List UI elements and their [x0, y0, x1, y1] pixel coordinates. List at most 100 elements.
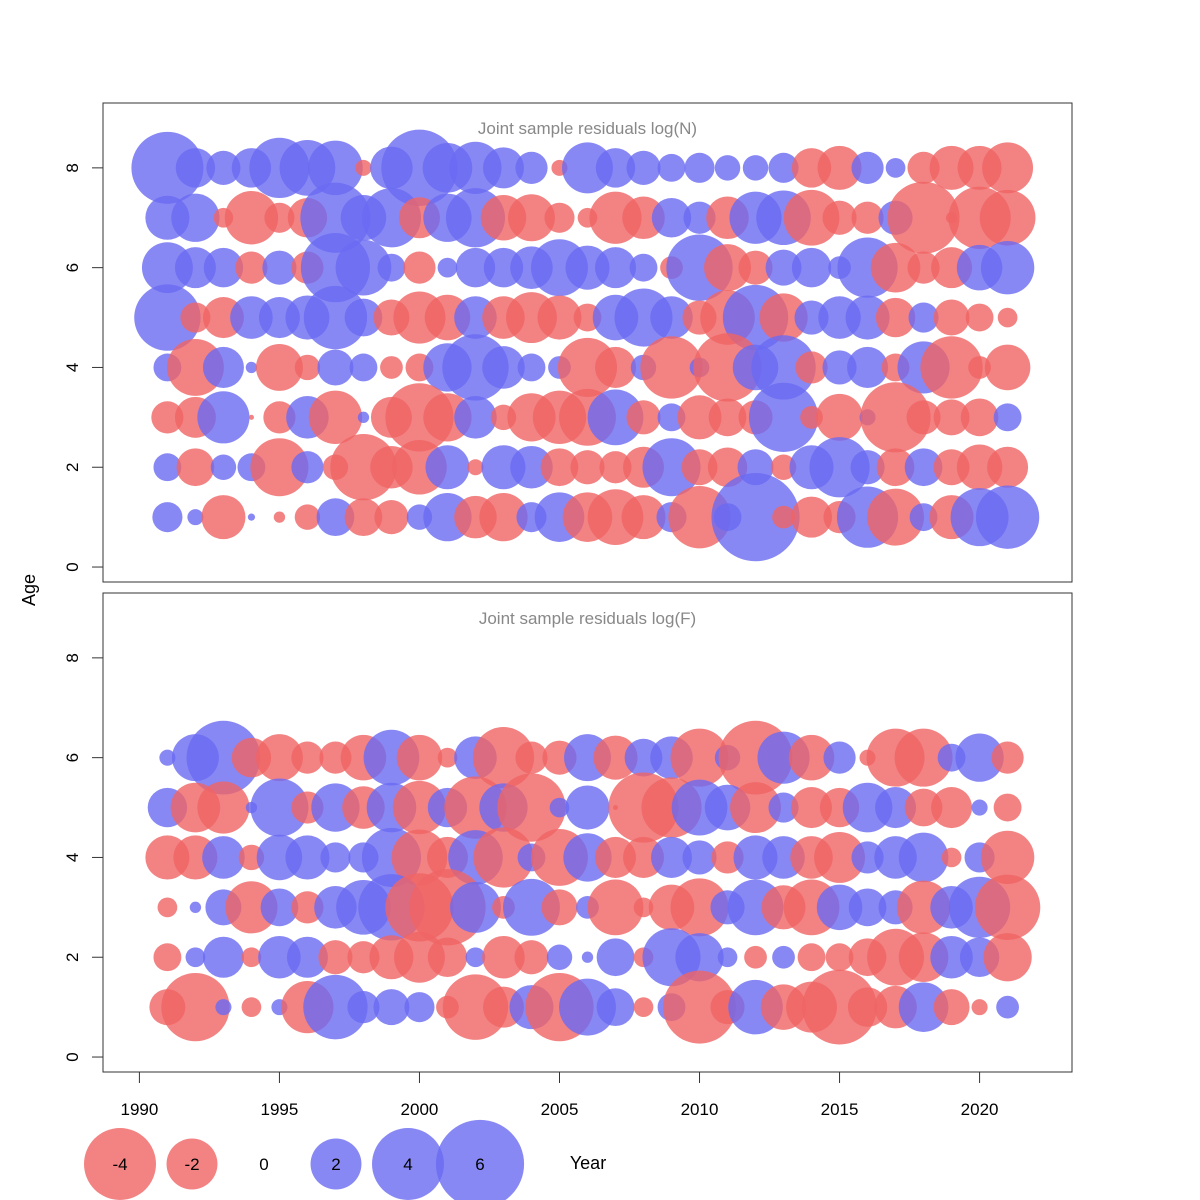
y-tick-label: 2 — [63, 463, 82, 472]
residual-bubble — [682, 840, 717, 875]
residual-bubble — [633, 897, 654, 918]
residual-bubble — [185, 947, 206, 968]
residual-bubble — [262, 250, 297, 285]
residual-bubble — [197, 781, 250, 834]
residual-bubble — [215, 999, 232, 1016]
legend-bubble — [166, 1138, 218, 1190]
residual-bubble — [260, 888, 299, 927]
residual-bubble — [971, 799, 988, 816]
residual-bubble — [291, 891, 324, 924]
residual-bubble — [377, 253, 406, 282]
residual-bubble — [933, 299, 970, 336]
residual-bubble — [396, 734, 443, 781]
residual-bubble — [711, 473, 800, 562]
residual-bubble — [318, 940, 353, 975]
residual-bubble — [308, 140, 363, 196]
residual-bubble — [847, 346, 889, 388]
legend-label: -2 — [184, 1155, 199, 1174]
residual-bubble — [594, 346, 637, 388]
residual-bubble — [870, 242, 921, 293]
residual-bubble — [294, 504, 321, 530]
residual-bubble — [355, 159, 372, 176]
residual-bubble — [816, 884, 863, 931]
residual-bubble — [250, 438, 309, 497]
residual-bubble — [931, 787, 973, 829]
residual-bubble — [768, 792, 799, 823]
residual-bubble — [152, 502, 183, 533]
residual-bubble — [823, 741, 856, 774]
residual-bubble — [642, 438, 701, 497]
residual-bubble — [930, 935, 973, 979]
residual-bubble — [472, 727, 535, 789]
residual-bubble — [894, 728, 953, 787]
residual-bubble — [245, 361, 258, 374]
residual-bubble — [437, 257, 458, 278]
residual-bubble — [482, 147, 525, 189]
residual-bubble — [151, 401, 184, 434]
residual-bubble — [380, 356, 403, 379]
residual-bubble — [427, 937, 468, 977]
residual-bubble — [650, 296, 693, 339]
residual-bubble — [772, 505, 795, 529]
residual-bubble — [594, 247, 637, 289]
residual-bubble — [286, 936, 328, 978]
panel-frame — [102, 102, 1073, 583]
legend-label: -4 — [112, 1155, 127, 1174]
residual-bubble — [965, 303, 994, 332]
residual-bubble — [993, 403, 1022, 432]
residual-bubble — [134, 284, 201, 351]
residual-bubble — [975, 485, 1040, 549]
residual-bubble — [904, 788, 943, 827]
residual-bubble — [394, 931, 445, 983]
residual-bubble — [744, 945, 767, 969]
legend-bubble — [435, 1119, 525, 1200]
residual-bubble — [189, 901, 202, 914]
residual-bubble — [991, 741, 1024, 774]
residual-bubble — [153, 453, 182, 482]
residual-bubble — [465, 947, 486, 968]
residual-bubble — [437, 747, 458, 768]
residual-bubble — [825, 943, 854, 972]
residual-bubble — [515, 151, 548, 184]
residual-bubble — [971, 999, 988, 1016]
residual-bubble — [791, 787, 833, 829]
residual-bubble — [960, 398, 999, 437]
residual-bubble — [235, 251, 268, 284]
legend: -4 -2 0 2 4 6 — [84, 1119, 525, 1200]
residual-bubble — [159, 749, 176, 766]
residual-bubble — [633, 997, 654, 1017]
residual-bubble — [157, 897, 178, 918]
residual-bubble — [599, 451, 632, 484]
residual-bubble — [454, 396, 497, 439]
residual-bubble — [822, 200, 857, 235]
residual-bubble — [570, 450, 605, 485]
residual-bubble — [403, 251, 436, 284]
residual-bubble — [335, 239, 392, 296]
residual-bubble — [131, 131, 204, 204]
residual-bubble — [153, 943, 182, 972]
residual-bubble — [263, 401, 296, 434]
panel-1: Joint sample residuals log(N) 0 2 4 6 8 — [63, 102, 1073, 583]
residual-bubble — [224, 191, 279, 245]
residual-bubble — [559, 978, 616, 1036]
residual-bubble — [404, 992, 435, 1023]
residual-bubble — [565, 785, 610, 830]
residual-bubble — [822, 350, 857, 385]
residual-bubble — [294, 354, 321, 381]
residual-bubble — [629, 253, 658, 282]
legend-bubble — [310, 1138, 362, 1190]
x-axis-label: Year — [570, 1153, 606, 1173]
residual-bubble — [993, 793, 1022, 822]
residual-bubble — [809, 437, 870, 498]
residual-bubble — [795, 351, 828, 384]
residual-bubble — [770, 454, 797, 480]
residual-bubble — [264, 202, 295, 233]
y-tick-label: 6 — [63, 263, 82, 272]
residual-bubble — [817, 145, 862, 190]
residual-bubble — [908, 302, 939, 333]
residual-bubble — [291, 741, 324, 774]
residual-bubble — [317, 349, 354, 386]
x-tick-label: 2020 — [961, 1100, 999, 1119]
residual-bubble — [186, 720, 261, 795]
